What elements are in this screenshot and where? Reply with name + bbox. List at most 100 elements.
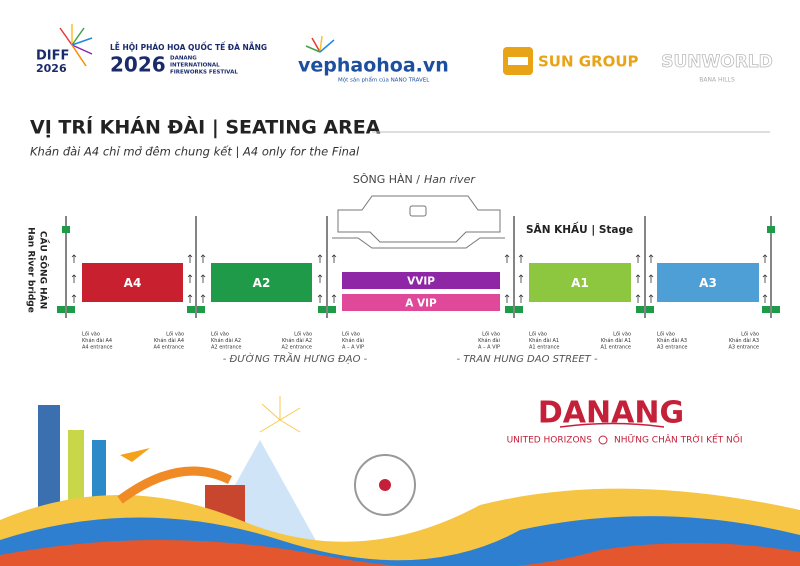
street-label: - TRAN HUNG DAO STREET - — [456, 354, 598, 365]
entrance-label: A1 entrance — [529, 345, 560, 351]
entry-arrow — [504, 254, 510, 263]
brand-swoosh — [559, 422, 665, 428]
entrance-label: Lối vào — [82, 331, 100, 338]
entrance-label: A3 entrance — [657, 345, 688, 351]
exit-sign — [67, 306, 75, 313]
entrance-label: Khán đài A3 — [729, 337, 759, 344]
entrance-label: Lối vào — [166, 331, 184, 338]
exit-sign — [646, 306, 654, 313]
entry-arrow — [648, 254, 654, 263]
entrance-label: Lối vào — [294, 331, 312, 338]
stand — [657, 263, 759, 302]
entrance-label: A3 entrance — [728, 345, 759, 351]
exit-sign — [772, 306, 780, 313]
entrance-label: Khán đài — [342, 337, 364, 344]
bridge-label: CẦU SÔNG HÀN — [38, 231, 51, 309]
entry-arrow — [200, 274, 206, 283]
entrance-label: Lối vào — [613, 331, 631, 338]
stand-label: A1 — [571, 276, 589, 290]
entrance-label: A1 entrance — [600, 345, 631, 351]
entry-arrow — [635, 254, 641, 263]
entrance-label: A2 entrance — [281, 345, 312, 351]
street-label: - ĐƯỜNG TRẦN HƯNG ĐẠO - — [223, 351, 368, 365]
entry-arrow — [331, 294, 337, 303]
festival-year: 2026 — [110, 53, 166, 77]
diff-logo: DIFF 2026 — [36, 24, 93, 75]
entry-arrow — [187, 274, 193, 283]
stand — [529, 263, 631, 302]
festival-en: INTERNATIONAL — [170, 63, 220, 69]
exit-sign — [318, 306, 326, 313]
entrance-label: Khán đài — [478, 337, 500, 344]
entrance-label: Khán đài A1 — [601, 337, 631, 344]
exit-sign — [515, 306, 523, 313]
entrance-label: A4 entrance — [82, 345, 113, 351]
partner-sub: BANA HILLS — [699, 77, 735, 84]
exit-sign — [62, 226, 70, 233]
pier — [332, 195, 505, 249]
illustration — [0, 396, 800, 566]
entry-arrow — [331, 254, 337, 263]
entrance-label: A – A VIP — [342, 345, 364, 351]
entrance-label: Lối vào — [211, 331, 229, 338]
brand-name: DANANG — [538, 396, 684, 431]
entrance-label: Khán đài A4 — [154, 337, 184, 344]
partner-name: SUN GROUP — [538, 53, 639, 71]
brand-icon — [598, 435, 608, 445]
bridge-label: Han River bridge — [26, 227, 36, 313]
stand-label: VVIP — [407, 276, 435, 288]
brand-tagline: UNITED HORIZONS — [507, 436, 593, 446]
sungroup-logo: SUN GROUP — [503, 47, 639, 75]
stand-label: A VIP — [405, 298, 437, 310]
river-label: Han river — [424, 173, 476, 186]
entry-arrow — [187, 294, 193, 303]
entry-arrow — [518, 274, 524, 283]
entry-arrow — [648, 294, 654, 303]
entrance-label: Khán đài A2 — [211, 337, 241, 344]
entry-arrow — [648, 274, 654, 283]
entry-arrow — [518, 254, 524, 263]
entry-arrow — [762, 254, 768, 263]
vephaohoa-logo: vephaohoa.vn Một sản phẩm của NANO TRAVE… — [298, 35, 449, 84]
exit-sign — [328, 306, 336, 313]
entry-arrow — [317, 274, 323, 283]
exit-sign — [197, 306, 205, 313]
logo-text: 2026 — [36, 62, 67, 75]
entry-arrow — [187, 254, 193, 263]
stand-label: A4 — [124, 276, 142, 290]
stand — [342, 294, 500, 311]
entrance-label: Khán đài A1 — [529, 337, 559, 344]
logo-text: DIFF — [36, 49, 69, 64]
stand — [211, 263, 312, 302]
entry-arrow — [200, 294, 206, 303]
stand — [342, 272, 500, 289]
festival-name: LỄ HỘI PHÁO HOA QUỐC TẾ ĐÀ NẴNG — [110, 42, 267, 52]
entry-arrow — [71, 254, 77, 263]
entrance-label: Lối vào — [482, 331, 500, 338]
partner-name: SUNWORLD — [661, 52, 773, 72]
entry-arrow — [317, 254, 323, 263]
entry-arrow — [504, 294, 510, 303]
entrance-label: Lối vào — [657, 331, 675, 338]
exit-sign — [187, 306, 195, 313]
stand-label: A3 — [699, 276, 717, 290]
exit-sign — [636, 306, 644, 313]
stand — [82, 263, 183, 302]
entry-arrow — [635, 294, 641, 303]
entry-arrow — [200, 254, 206, 263]
exit-sign — [505, 306, 513, 313]
entrance-label: A – A VIP — [478, 345, 500, 351]
stage-label: SÂN KHẤU | Stage — [526, 221, 633, 236]
title: VỊ TRÍ KHÁN ĐÀI | SEATING AREA — [30, 116, 381, 139]
exit-sign — [57, 306, 65, 313]
stand-label: A2 — [253, 276, 271, 290]
entrance-label: Khán đài A2 — [282, 337, 312, 344]
festival-en: DANANG — [170, 56, 197, 62]
entry-arrow — [762, 294, 768, 303]
partner-tagline: Một sản phẩm của NANO TRAVEL — [338, 77, 430, 84]
exit-sign — [767, 226, 775, 233]
entrance-label: Khán đài A3 — [657, 337, 687, 344]
